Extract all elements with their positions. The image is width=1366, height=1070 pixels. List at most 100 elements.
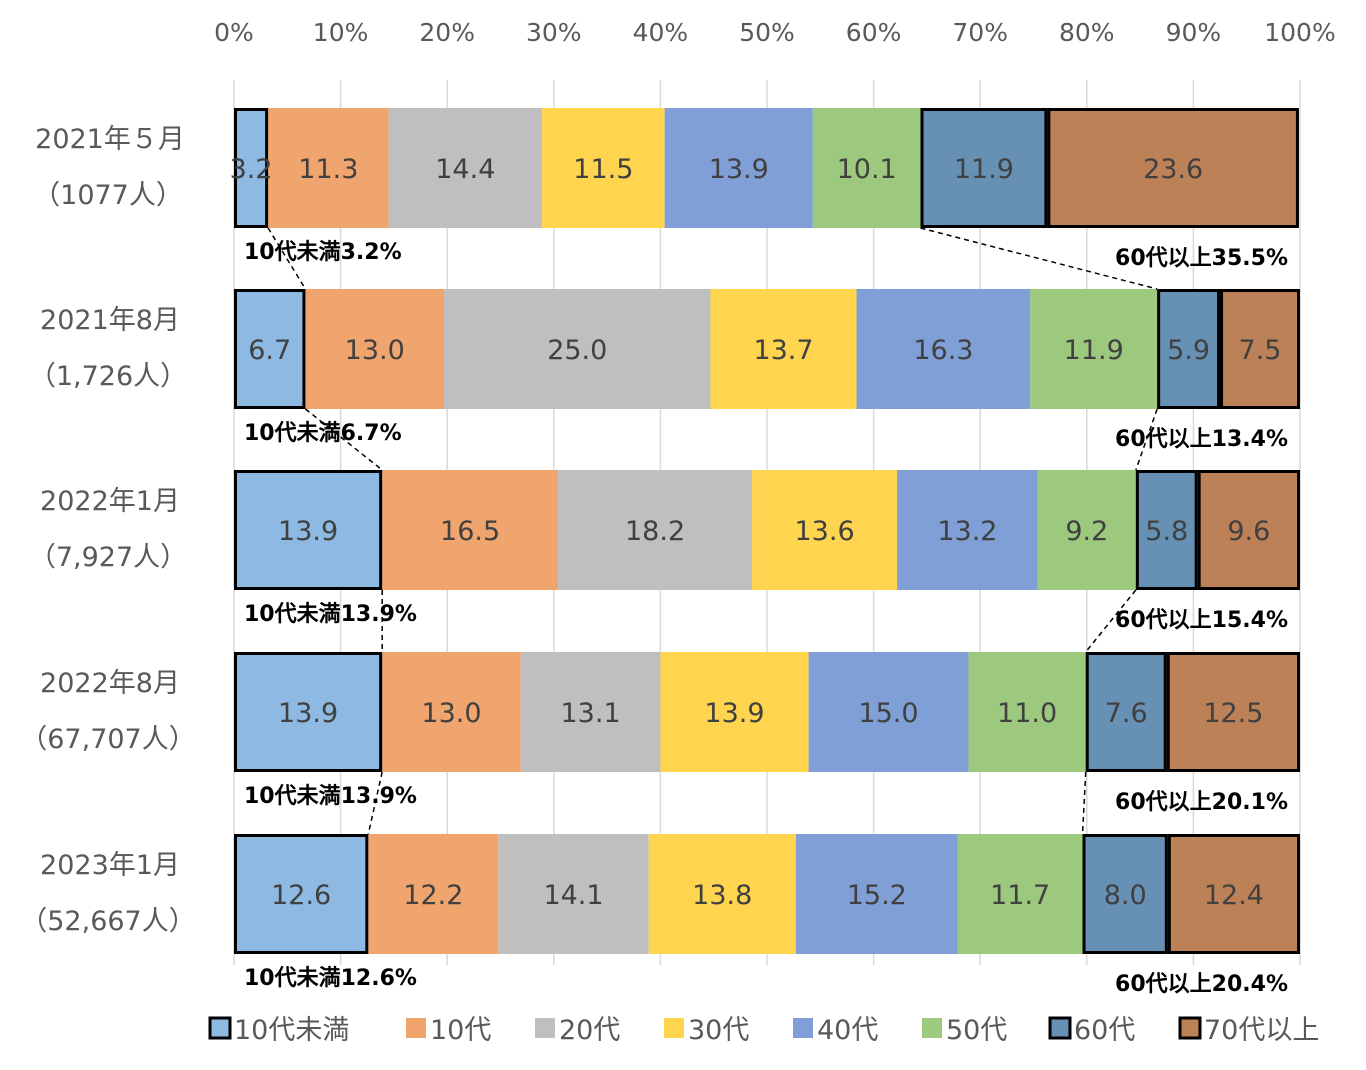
sixties-plus-annotation: 60代以上20.4% [1115, 972, 1288, 997]
data-label: 13.0 [421, 698, 481, 729]
x-tick-label: 60% [846, 18, 902, 47]
under10-outline [234, 652, 383, 772]
bar-segment [234, 834, 369, 954]
connector-line [267, 227, 307, 290]
x-tick-label: 50% [739, 18, 795, 47]
group-annotations: 10代未満3.2% 60代以上35.5% 10代未満6.7% 60代以上13.4% 10… [244, 239, 1288, 997]
x-tick-label: 100% [1264, 18, 1335, 47]
bar-segment [1135, 470, 1198, 590]
data-label: 13.6 [795, 516, 855, 547]
category-labels: 2021年５月 （1077人） 2021年8月 （1,726人） 2022年1月 （7,9… [20, 124, 195, 937]
category-label: 2022年1月 [40, 486, 180, 517]
legend-swatch [664, 1018, 684, 1038]
x-tick-label: 0% [214, 18, 254, 47]
value-labels: 3.2 11.3 14.4 11.5 13.9 10.1 11.9 23.6 6.7 13.0 25… [230, 154, 1282, 911]
bar-segment [234, 289, 306, 409]
bar-segments [234, 108, 1300, 954]
data-label: 11.9 [1064, 335, 1124, 366]
data-label: 14.4 [435, 154, 495, 185]
bar-segment [710, 289, 857, 409]
data-label: 5.8 [1145, 516, 1188, 547]
x-axis-ticks: 0% 10% 20% 30% 40% 50% 60% 70% 80% 90% 100% [214, 18, 1336, 47]
under10-outline [234, 289, 306, 409]
data-label: 11.9 [954, 154, 1014, 185]
sixties-outline [920, 108, 1048, 228]
bar-segment [1037, 470, 1136, 590]
connector-lines [267, 227, 1158, 835]
bar-segment [812, 108, 921, 228]
group-outlines [234, 108, 1301, 954]
bar-segment [808, 652, 969, 772]
under10-annotation: 10代未満12.6% [244, 965, 417, 991]
bar-segment [305, 289, 445, 409]
bar-segment [498, 834, 649, 954]
category-sublabel: （1,726人） [29, 361, 187, 392]
sixties-plus-annotation: 60代以上15.4% [1115, 608, 1288, 633]
bar-segment [752, 470, 898, 590]
x-tick-label: 10% [313, 18, 369, 47]
bar-segment [664, 108, 813, 228]
bar-segment [368, 834, 499, 954]
legend-label: 70代以上 [1204, 1015, 1319, 1046]
data-label: 23.6 [1143, 154, 1203, 185]
bar-segment [1166, 652, 1300, 772]
bar-segment [268, 108, 389, 228]
data-label: 16.3 [913, 335, 973, 366]
connector-line [1081, 771, 1087, 835]
sixties-plus-annotation: 60代以上20.1% [1115, 790, 1288, 815]
data-label: 7.5 [1239, 335, 1282, 366]
bar-segment [660, 652, 809, 772]
data-label: 9.6 [1227, 516, 1270, 547]
bar-segment [1085, 652, 1167, 772]
legend-label: 20代 [559, 1015, 620, 1046]
sixties-outline [1085, 652, 1167, 772]
category-sublabel: （67,707人） [20, 724, 195, 755]
data-label: 13.9 [709, 154, 769, 185]
data-label: 11.5 [573, 154, 633, 185]
legend-swatch [793, 1018, 813, 1038]
category-sublabel: （1077人） [33, 180, 183, 211]
sixties-outline [1135, 470, 1198, 590]
bar-segment [648, 834, 796, 954]
bar-segment [558, 470, 753, 590]
data-label: 25.0 [547, 335, 607, 366]
under10-outline [234, 108, 269, 228]
category-label: 2021年8月 [40, 305, 180, 336]
bar-segment [382, 652, 521, 772]
data-label: 16.5 [440, 516, 500, 547]
data-label: 13.9 [278, 698, 338, 729]
sixties-plus-annotation: 60代以上13.4% [1115, 427, 1288, 452]
bar-segment [1197, 470, 1300, 590]
x-tick-label: 70% [952, 18, 1008, 47]
connector-line [304, 408, 383, 471]
category-label: 2023年1月 [40, 850, 180, 881]
legend-swatch [1178, 1016, 1202, 1040]
bar-segment [1082, 834, 1168, 954]
x-tick-label: 40% [633, 18, 689, 47]
category-sublabel: （7,927人） [29, 542, 187, 573]
bar-segment [856, 289, 1031, 409]
data-label: 3.2 [230, 154, 273, 185]
data-label: 13.0 [345, 335, 405, 366]
bar-segment [1030, 289, 1158, 409]
data-label: 15.0 [858, 698, 918, 729]
bar-segment [382, 470, 559, 590]
under10-annotation: 10代未満13.9% [244, 601, 417, 627]
x-tick-label: 90% [1166, 18, 1222, 47]
data-label: 6.7 [248, 335, 291, 366]
data-label: 10.1 [837, 154, 897, 185]
bar-segment [234, 470, 383, 590]
under10-annotation: 10代未満13.9% [244, 783, 417, 809]
seventies-outline [1166, 652, 1300, 772]
data-label: 9.2 [1065, 516, 1108, 547]
under10-outline [234, 470, 383, 590]
bar-segment [795, 834, 958, 954]
legend-swatch [922, 1018, 942, 1038]
bar-segment [968, 652, 1086, 772]
data-label: 12.2 [403, 880, 463, 911]
data-label: 11.7 [990, 880, 1050, 911]
legend-swatch [406, 1018, 426, 1038]
data-label: 18.2 [625, 516, 685, 547]
under10-annotation: 10代未満6.7% [244, 420, 402, 446]
